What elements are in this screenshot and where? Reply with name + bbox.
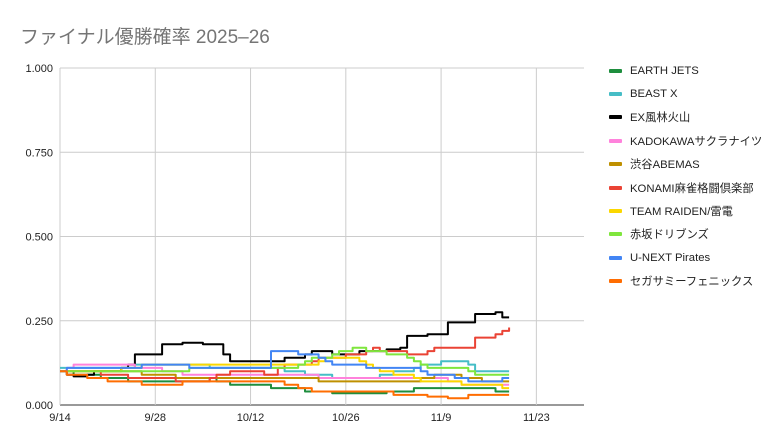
legend-swatch xyxy=(609,162,622,167)
legend-label: セガサミーフェニックス xyxy=(630,276,754,289)
legend-item: KADOKAWAサクラナイツ xyxy=(609,129,774,152)
y-tick-label: 1.000 xyxy=(25,63,53,75)
legend-swatch xyxy=(609,232,622,237)
legend-label: EARTH JETS xyxy=(630,64,699,77)
legend-label: BEAST X xyxy=(630,88,678,101)
series-line-8 xyxy=(60,350,510,383)
y-tick-label: 0.500 xyxy=(25,232,53,244)
series-lines xyxy=(60,311,511,400)
x-tick-label: 11/9 xyxy=(431,412,452,424)
legend-item: 赤坂ドリブンズ xyxy=(609,223,774,246)
y-tick-label: 0.000 xyxy=(25,400,53,412)
legend-label: U-NEXT Pirates xyxy=(630,251,711,264)
legend-label: TEAM RAIDEN/雷電 xyxy=(630,206,733,219)
legend-swatch xyxy=(609,185,622,190)
legend-swatch xyxy=(609,68,622,73)
legend-swatch xyxy=(609,209,622,214)
chart-legend: EARTH JETS BEAST X EX風林火山 KADOKAWAサクラナイツ 渋谷A… xyxy=(609,59,774,293)
legend-item: EX風林火山 xyxy=(609,106,774,129)
legend-item: TEAM RAIDEN/雷電 xyxy=(609,199,774,222)
legend-label: 渋谷ABEMAS xyxy=(630,159,700,172)
legend-item: 渋谷ABEMAS xyxy=(609,153,774,176)
legend-swatch xyxy=(609,279,622,284)
legend-label: 赤坂ドリブンズ xyxy=(630,229,709,242)
x-tick-label: 11/23 xyxy=(523,412,550,424)
legend-item: EARTH JETS xyxy=(609,59,774,82)
y-axis-ticks: 0.000 0.250 0.500 0.750 1.000 xyxy=(25,63,53,412)
legend-item: KONAMI麻雀格闘倶楽部 xyxy=(609,176,774,199)
x-tick-label: 10/26 xyxy=(332,412,360,424)
legend-swatch xyxy=(609,138,622,143)
legend-swatch xyxy=(609,255,622,260)
legend-item: U-NEXT Pirates xyxy=(609,246,774,269)
gridlines xyxy=(59,67,584,406)
x-tick-label: 10/12 xyxy=(237,412,265,424)
x-tick-label: 9/14 xyxy=(49,412,70,424)
series-line-5 xyxy=(60,327,511,383)
legend-item: BEAST X xyxy=(609,82,774,105)
legend-swatch xyxy=(609,115,622,120)
series-line-7 xyxy=(60,346,510,376)
legend-label: KONAMI麻雀格闘倶楽部 xyxy=(630,182,754,195)
legend-label: KADOKAWAサクラナイツ xyxy=(630,135,763,148)
legend-label: EX風林火山 xyxy=(630,112,691,125)
x-tick-label: 9/28 xyxy=(145,412,166,424)
chart-title: ファイナル優勝確率 2025–26 xyxy=(20,27,270,48)
legend-swatch xyxy=(609,92,622,97)
legend-item: セガサミーフェニックス xyxy=(609,270,774,293)
x-axis-ticks: 9/14 9/28 10/12 10/26 11/9 11/23 xyxy=(49,412,549,424)
y-tick-label: 0.250 xyxy=(25,316,53,328)
series-line-9 xyxy=(60,370,510,400)
y-tick-label: 0.750 xyxy=(25,147,53,159)
